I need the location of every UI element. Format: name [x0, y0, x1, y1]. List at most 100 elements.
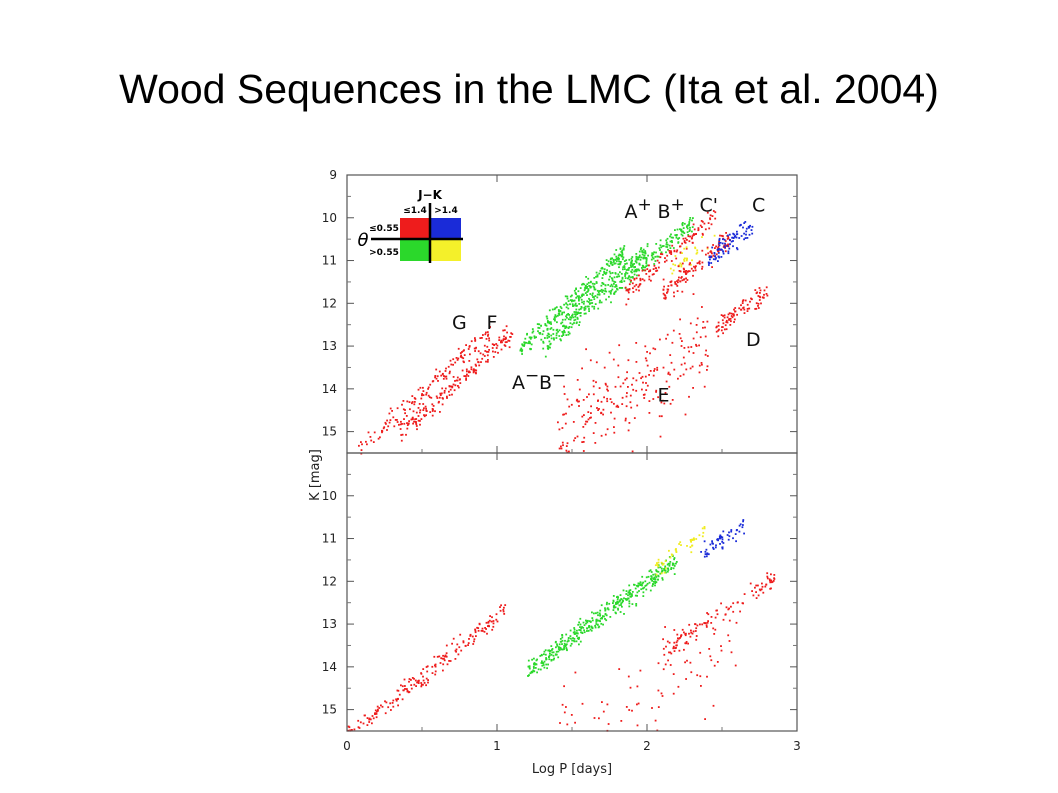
data-point	[593, 307, 596, 310]
data-point	[402, 689, 405, 692]
data-point	[447, 365, 450, 368]
data-point	[486, 345, 489, 348]
data-point	[670, 284, 673, 287]
data-point	[623, 613, 625, 615]
data-point	[759, 292, 761, 294]
data-point	[601, 616, 603, 619]
data-point	[645, 257, 648, 259]
data-point	[718, 237, 721, 240]
data-point	[579, 308, 582, 310]
series-bottom-main-red	[662, 572, 776, 656]
data-point	[606, 703, 609, 706]
data-point	[625, 706, 628, 708]
data-point	[536, 671, 538, 674]
data-point	[746, 303, 749, 306]
data-point	[387, 425, 390, 428]
data-point	[736, 601, 739, 604]
series-top-A+-green	[609, 217, 694, 304]
data-point	[743, 238, 745, 241]
data-point	[766, 575, 769, 578]
data-point	[618, 253, 621, 256]
data-point	[636, 404, 639, 407]
data-point	[566, 398, 569, 401]
data-point	[651, 579, 653, 582]
data-point	[691, 237, 693, 239]
data-point	[558, 310, 560, 313]
data-point	[568, 405, 571, 408]
data-point	[581, 293, 584, 296]
data-point	[544, 653, 547, 656]
data-point	[597, 626, 600, 629]
data-point	[710, 255, 712, 258]
data-point	[733, 318, 736, 321]
data-point	[695, 345, 698, 347]
data-point	[688, 224, 690, 227]
data-point	[565, 647, 568, 649]
data-point	[649, 270, 651, 272]
data-point	[618, 287, 621, 289]
data-point	[460, 649, 463, 652]
data-point	[424, 405, 427, 408]
data-point	[704, 335, 707, 338]
data-point	[474, 350, 476, 352]
legend-row-title: θ	[357, 230, 368, 251]
data-point	[660, 415, 663, 418]
data-point	[587, 411, 590, 413]
data-point	[680, 265, 683, 268]
data-point	[641, 278, 644, 281]
data-point	[603, 270, 605, 273]
data-point	[706, 246, 709, 249]
data-point	[451, 385, 454, 388]
data-point	[651, 253, 654, 256]
data-point	[613, 402, 615, 405]
data-point	[604, 433, 607, 436]
data-point	[704, 228, 707, 231]
data-point	[417, 388, 420, 391]
data-point	[688, 350, 690, 353]
data-point	[504, 338, 507, 341]
data-point	[680, 233, 683, 236]
y-tick-label: 15	[322, 425, 337, 439]
data-point	[559, 338, 562, 341]
data-point	[454, 658, 457, 660]
data-point	[675, 548, 677, 550]
data-point	[530, 348, 532, 350]
data-point	[502, 329, 505, 332]
data-point	[616, 596, 618, 598]
data-point	[687, 270, 690, 272]
data-point	[434, 410, 436, 413]
data-point	[404, 412, 406, 415]
data-point	[452, 376, 455, 378]
data-point	[668, 549, 670, 552]
data-point	[413, 683, 416, 686]
data-point	[391, 702, 394, 704]
data-point	[569, 299, 572, 301]
data-point	[558, 447, 561, 450]
data-point	[588, 626, 590, 629]
x-tick-label: 3	[793, 739, 801, 753]
data-point	[688, 221, 691, 223]
data-point	[569, 316, 572, 319]
data-point	[742, 519, 745, 521]
data-point	[533, 657, 535, 660]
data-point	[648, 400, 651, 402]
data-point	[598, 301, 601, 304]
data-point	[698, 261, 700, 264]
data-point	[533, 662, 536, 664]
data-point	[434, 376, 436, 379]
data-point	[573, 289, 576, 292]
data-point	[740, 308, 742, 311]
data-point	[587, 277, 590, 280]
data-point	[689, 235, 691, 238]
data-point	[677, 241, 680, 243]
data-point	[593, 717, 596, 719]
data-point	[388, 412, 391, 415]
data-point	[722, 250, 725, 253]
data-point	[431, 414, 434, 417]
data-point	[711, 215, 714, 217]
data-point	[727, 235, 729, 238]
data-point	[590, 416, 592, 419]
data-point	[369, 718, 372, 721]
data-point	[670, 253, 673, 255]
sequence-label-F: F	[487, 312, 498, 334]
